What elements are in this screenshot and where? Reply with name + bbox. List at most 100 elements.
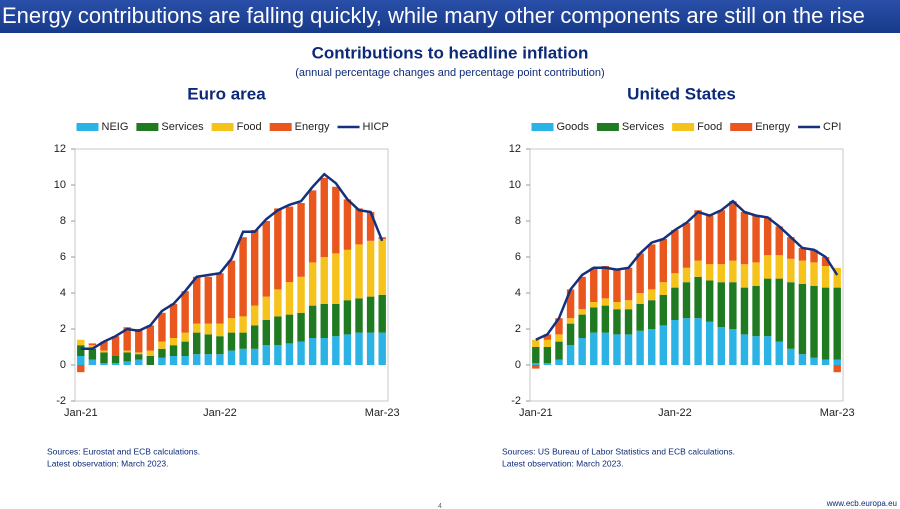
slide-title: Energy contributions are falling quickly… — [2, 3, 865, 28]
bar-segment — [833, 287, 841, 360]
bar-segment — [366, 296, 375, 333]
bar-segment — [578, 314, 586, 338]
bar-segment — [648, 244, 656, 290]
panel-title: Euro area — [187, 84, 266, 103]
bar-segment — [624, 334, 633, 365]
bar-segment — [787, 348, 795, 365]
bar-segment — [227, 332, 236, 351]
bar-segment — [798, 284, 807, 355]
legend-swatch — [531, 123, 554, 131]
bar-segment — [111, 336, 120, 356]
bar-segment — [694, 260, 702, 277]
bar-segment — [636, 330, 644, 365]
y-tick-label: 6 — [515, 251, 521, 263]
bar-segment — [274, 345, 282, 365]
bar-segment — [193, 354, 201, 365]
bar-segment — [833, 359, 841, 365]
bar-segment — [752, 215, 760, 263]
bar-segment — [763, 255, 772, 279]
bar-segment — [111, 363, 120, 365]
bar-segment — [578, 338, 586, 365]
bar-segment — [787, 282, 795, 349]
line — [535, 199, 839, 341]
bar-segment — [775, 341, 783, 365]
bar-segment — [705, 264, 714, 281]
bar-segment — [613, 334, 621, 365]
legend-label: Energy — [295, 121, 330, 133]
bar-segment — [763, 336, 772, 365]
bar-segment — [343, 300, 352, 335]
bar-segment — [262, 296, 270, 320]
bar-segment — [555, 341, 563, 360]
bar-segment — [624, 300, 633, 310]
bar-segment — [250, 348, 259, 365]
bar-segment — [297, 276, 305, 313]
bar-segment — [555, 334, 563, 342]
bar-segment — [601, 332, 610, 365]
bar-segment — [88, 345, 97, 349]
legend-label: HICP — [363, 121, 389, 133]
bar-segment — [320, 257, 328, 304]
bar-segment — [181, 291, 189, 333]
bar-segment — [624, 267, 633, 301]
source-note: Sources: US Bureau of Labor Statistics a… — [502, 446, 735, 456]
bar-segment — [146, 356, 155, 365]
bar-segment — [694, 318, 702, 365]
bar-segment — [332, 186, 340, 254]
bar-segment — [717, 282, 725, 328]
legend-label: Food — [697, 121, 722, 133]
legend-label: Goods — [557, 121, 590, 133]
y-tick-label: -2 — [511, 395, 521, 407]
bar-segment — [332, 253, 340, 304]
legend-swatch — [136, 123, 159, 131]
bar-segment — [239, 332, 247, 349]
y-tick-label: 12 — [54, 143, 66, 155]
bar-segment — [821, 359, 830, 365]
bar-segment — [590, 267, 598, 302]
y-tick-label: 0 — [60, 359, 66, 371]
bar-segment — [775, 278, 783, 342]
bar-segment — [763, 217, 772, 256]
bar-segment — [543, 339, 552, 347]
bar-segment — [308, 190, 317, 263]
bar-segment — [285, 343, 294, 365]
x-tick-label: Jan-22 — [658, 407, 692, 419]
bar-segment — [308, 262, 317, 306]
bar-segment — [659, 239, 668, 283]
bar-segment — [343, 334, 352, 365]
bar-segment — [378, 332, 386, 365]
bar-segment — [810, 249, 818, 263]
bar-segment — [717, 210, 725, 265]
bar-segment — [787, 258, 795, 283]
bar-segment — [578, 276, 586, 310]
bar-segment — [590, 332, 598, 365]
source-note: Latest observation: March 2023. — [502, 458, 623, 468]
bar-segment — [648, 329, 656, 365]
bar-segment — [332, 336, 340, 365]
bar-segment — [100, 341, 108, 351]
bar-segment — [181, 356, 189, 365]
legend-swatch — [269, 123, 292, 131]
bar-segment — [671, 287, 679, 320]
legend-swatch — [596, 123, 619, 131]
title-bar — [0, 0, 900, 33]
bar-segment — [146, 325, 155, 351]
bar-segment — [239, 316, 247, 333]
bar-segment — [798, 260, 807, 284]
bar-segment — [810, 285, 818, 358]
bar-segment — [590, 307, 598, 333]
bar-segment — [181, 341, 189, 356]
bar-segment — [682, 222, 691, 268]
bar-segment — [543, 334, 552, 340]
bar-segment — [366, 240, 375, 297]
bar-segment — [135, 354, 143, 360]
bar-segment — [648, 300, 656, 329]
bar-segment — [308, 338, 317, 365]
y-tick-label: -2 — [56, 395, 66, 407]
bar-segment — [77, 339, 85, 346]
panel-title: United States — [627, 84, 736, 103]
bar-segment — [810, 262, 818, 286]
bar-segment — [169, 345, 178, 356]
bar-segment — [204, 276, 213, 324]
bar-segment — [216, 354, 224, 365]
